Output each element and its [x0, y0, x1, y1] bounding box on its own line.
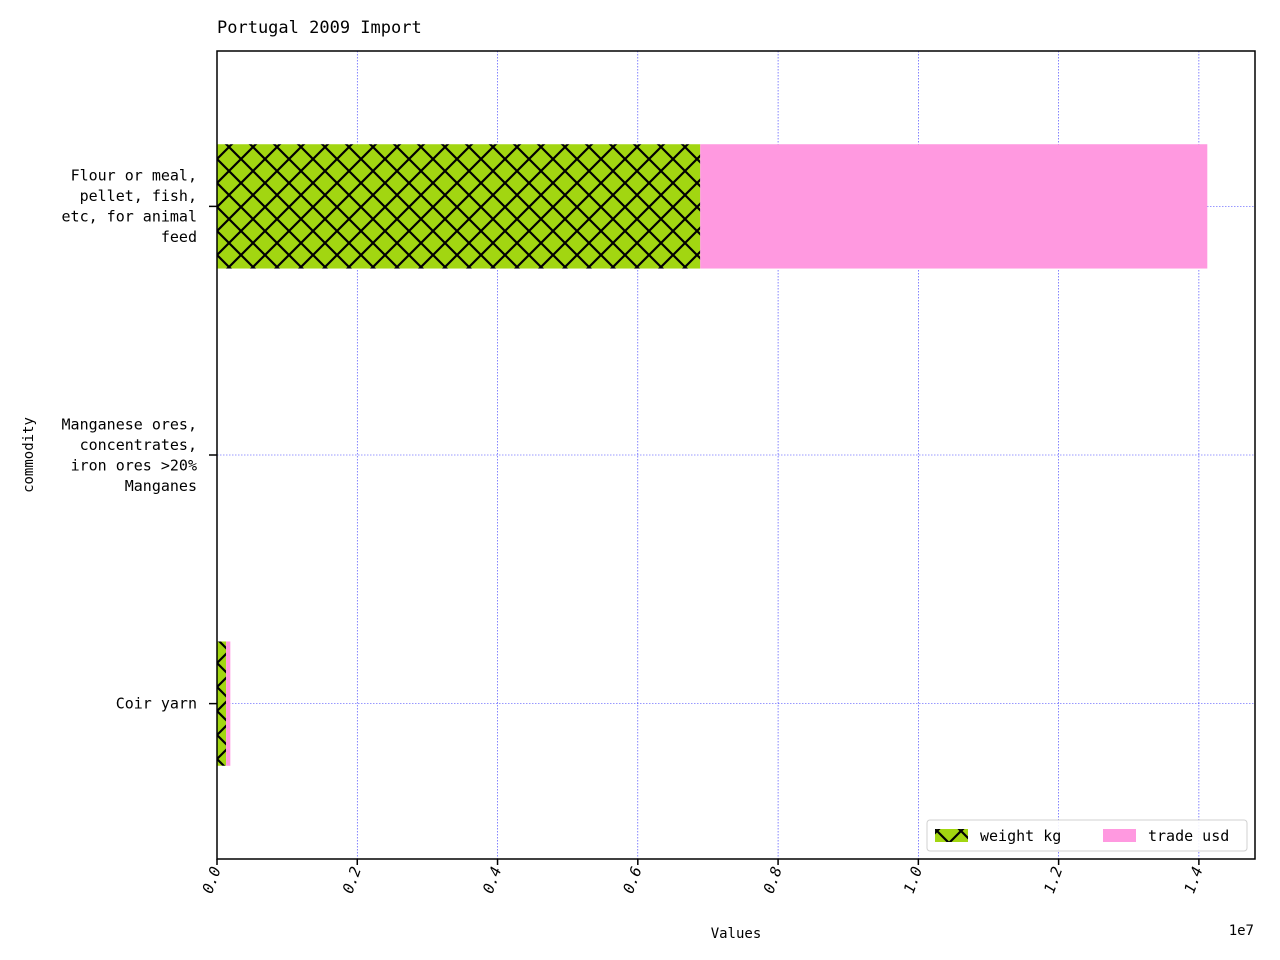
bar-trade-usd [700, 144, 1208, 269]
x-tick-label: 1.4 [1180, 864, 1206, 896]
y-tick-label: iron ores >20% [71, 456, 197, 474]
legend-swatch [935, 829, 968, 842]
x-scale-label: 1e7 [1229, 923, 1254, 939]
y-axis-label: commodity [21, 417, 37, 493]
y-tick-label: Manganes [125, 477, 197, 495]
x-tick-label: 0.0 [199, 864, 225, 896]
y-tick-label: Coir yarn [116, 695, 197, 713]
x-tick-label: 0.2 [339, 864, 365, 896]
legend-label: trade usd [1148, 827, 1229, 845]
y-tick-label: Manganese ores, [62, 415, 197, 433]
bars [217, 144, 1208, 766]
y-tick-label: Flour or meal, [71, 167, 197, 185]
legend-box [926, 819, 1248, 852]
y-tick-label: etc, for animal [62, 208, 197, 226]
legend-label: weight kg [980, 827, 1061, 845]
bar-weight-kg [217, 641, 227, 766]
chart-title: Portugal 2009 Import [217, 18, 422, 38]
bar-trade-usd [226, 641, 231, 766]
x-tick-label: 1.0 [900, 864, 926, 896]
y-tick-label: feed [161, 228, 197, 246]
y-tick-label: concentrates, [80, 436, 197, 454]
x-tick-label: 0.4 [479, 864, 505, 896]
x-axis-label: Values [711, 926, 762, 942]
x-tick-label: 0.6 [619, 864, 645, 896]
y-tick-label: pellet, fish, [80, 187, 197, 205]
x-tick-label: 0.8 [760, 864, 786, 896]
x-tick-label: 1.2 [1040, 864, 1066, 896]
ticks: 0.0 0.2 0.4 0.6 0.8 1.0 1.2 1.4 Flour or meal, pe… [62, 167, 1207, 896]
legend: weight kg trade usd [926, 819, 1248, 852]
bar-weight-kg [217, 144, 701, 269]
legend-swatch [1103, 829, 1136, 842]
